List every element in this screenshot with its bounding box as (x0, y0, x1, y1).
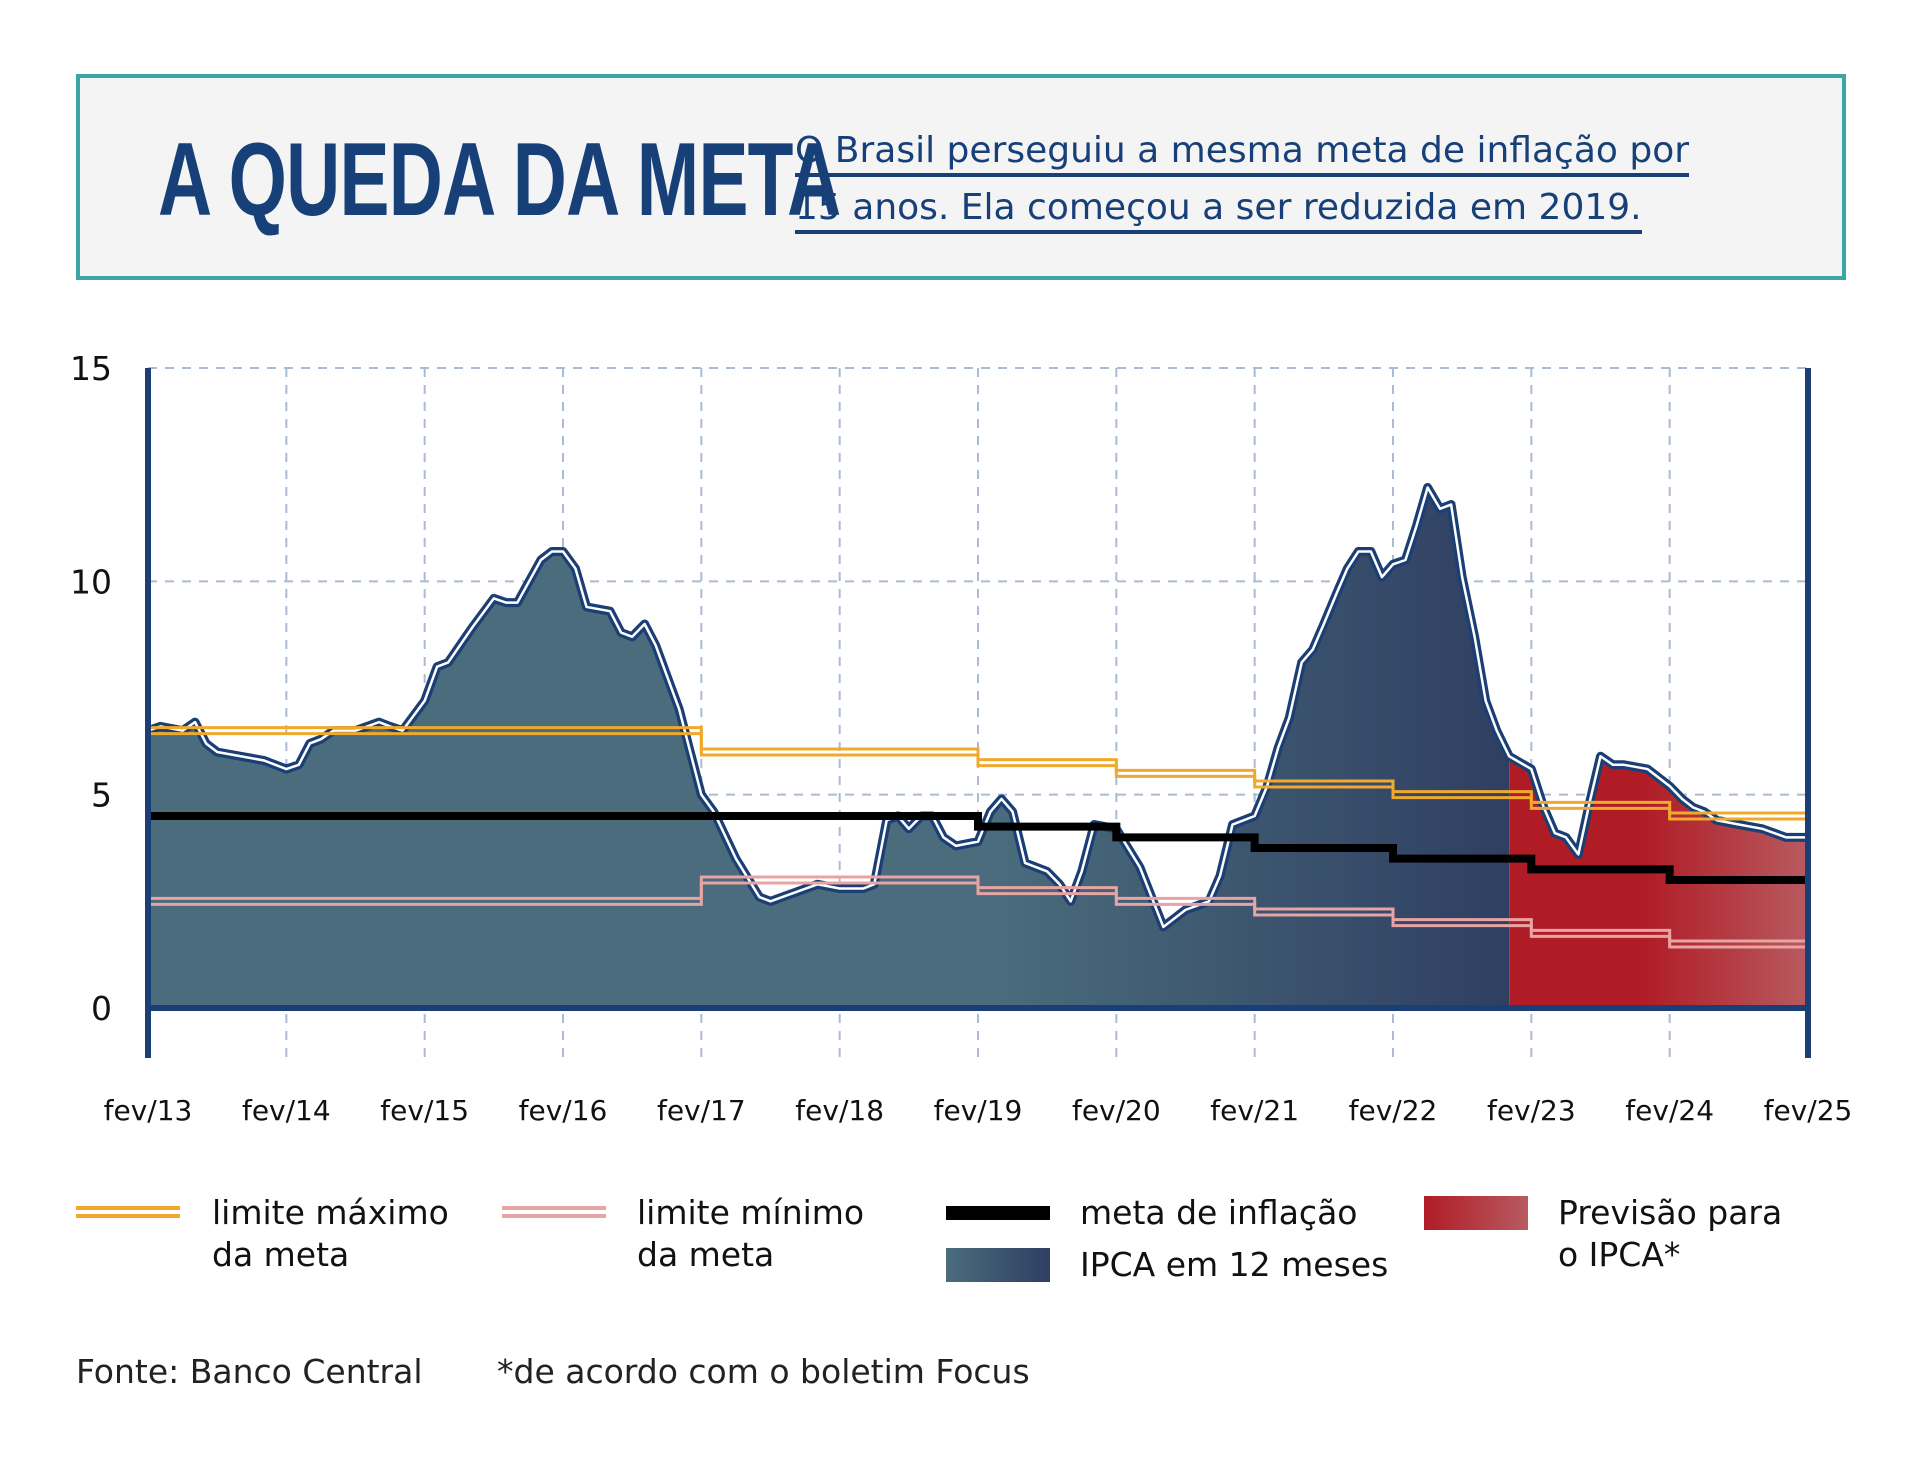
legend-swatch-target (946, 1206, 1050, 1220)
subtitle-line-2: 15 anos. Ela começou a ser reduzida em 2… (795, 187, 1642, 234)
legend-min-line2: da meta (637, 1235, 775, 1274)
area-layer (146, 482, 1808, 1008)
x-tick-label: fev/20 (1072, 1094, 1161, 1127)
ipca-highlight (147, 486, 1808, 929)
legend-label-target: meta de inflação (1080, 1193, 1358, 1232)
legend-label-forecast: Previsão para o IPCA* (1558, 1192, 1782, 1276)
legend-min-line1: limite mínimo (637, 1193, 865, 1232)
tick-labels: fev/13 fev/14 fev/15 fev/16 fev/17 fev/18 fev/… (70, 349, 1852, 1127)
header-panel: A QUEDA DA META O Brasil perseguiu a mes… (76, 74, 1846, 280)
y-tick-label: 5 (91, 776, 112, 815)
legend-label-max: limite máximo da meta (212, 1192, 449, 1276)
x-tick-label: fev/21 (1210, 1094, 1299, 1127)
x-tick-label: fev/14 (242, 1094, 331, 1127)
y-tick-label: 10 (70, 562, 112, 601)
legend-label-ipca: IPCA em 12 meses (1080, 1245, 1389, 1284)
x-tick-label: fev/18 (795, 1094, 884, 1127)
legend-forecast-line2: o IPCA* (1558, 1235, 1681, 1274)
limit-max-line (148, 732, 1808, 821)
x-tick-label: fev/23 (1487, 1094, 1576, 1127)
x-tick-label: fev/17 (657, 1094, 746, 1127)
axes (145, 368, 1811, 1058)
legend-line-min-icon (502, 1206, 606, 1218)
y-tick-label: 0 (91, 989, 112, 1028)
source-note: Fonte: Banco Central (76, 1352, 423, 1391)
x-tick-label: fev/25 (1764, 1094, 1853, 1127)
target-line (148, 812, 1808, 884)
subtitle-line-1: O Brasil perseguiu a mesma meta de infla… (795, 130, 1690, 177)
legend-max-line2: da meta (212, 1235, 350, 1274)
legend-label-min: limite mínimo da meta (637, 1192, 864, 1276)
x-tick-label: fev/13 (104, 1094, 193, 1127)
legend-swatch-min (502, 1204, 606, 1220)
ipca-area (148, 487, 1510, 1008)
limit-min-line (148, 881, 1808, 949)
legend-forecast-line1: Previsão para (1558, 1193, 1783, 1232)
footnote: *de acordo com o boletim Focus (497, 1352, 1030, 1391)
x-tick-label: fev/16 (519, 1094, 608, 1127)
legend-swatch-max (76, 1204, 180, 1220)
legend-max-line1: limite máximo (212, 1193, 449, 1232)
inflation-chart: fev/13 fev/14 fev/15 fev/16 fev/17 fev/18 fev/… (70, 349, 1852, 1127)
x-tick-label: fev/24 (1625, 1094, 1714, 1127)
forecast-area (1509, 756, 1808, 1008)
step-lines (148, 726, 1808, 949)
legend-line-max-icon (76, 1206, 180, 1218)
x-tick-label: fev/15 (380, 1094, 469, 1127)
chart-subtitle: O Brasil perseguiu a mesma meta de infla… (795, 122, 1755, 236)
chart-title: A QUEDA DA META (158, 122, 841, 238)
legend-swatch-forecast (1424, 1196, 1528, 1230)
legend-swatch-ipca (946, 1248, 1050, 1282)
x-tick-label: fev/22 (1349, 1094, 1438, 1127)
x-tick-label: fev/19 (934, 1094, 1023, 1127)
y-tick-label: 15 (70, 349, 112, 388)
